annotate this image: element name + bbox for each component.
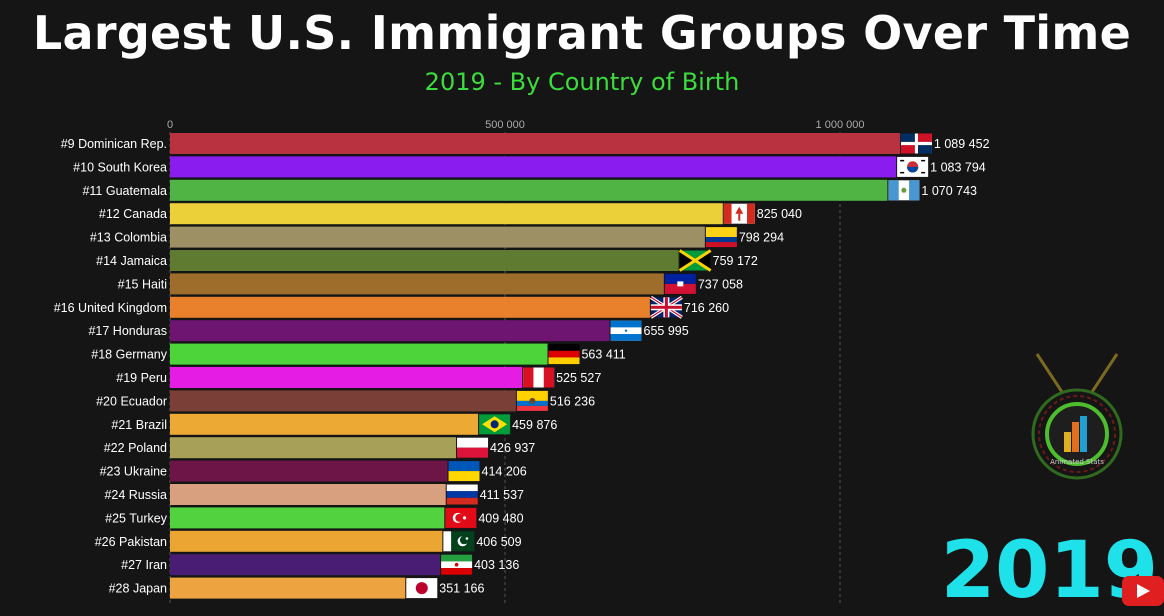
bar-category-label: #16 United Kingdom <box>54 301 167 315</box>
chart-title: Largest U.S. Immigrant Groups Over Time <box>32 6 1132 60</box>
poland-flag-icon <box>457 437 489 458</box>
bar-category-label: #14 Jamaica <box>96 254 167 268</box>
bar-value-label: 1 089 452 <box>934 137 990 151</box>
bar <box>170 577 406 599</box>
bar-category-label: #22 Poland <box>104 441 167 455</box>
bar-category-label: #27 Iran <box>121 558 167 572</box>
jamaica-flag-icon <box>678 249 712 272</box>
bar <box>170 367 523 388</box>
bar <box>170 203 723 225</box>
bar-value-label: 351 166 <box>439 582 484 596</box>
x-tick-label: 1 000 000 <box>816 119 865 131</box>
bar-category-label: #17 Honduras <box>88 324 167 338</box>
bar <box>170 530 443 552</box>
haiti-flag-icon <box>664 273 696 294</box>
bar <box>170 179 888 201</box>
ukraine-flag-icon <box>448 461 480 482</box>
bar-value-label: 759 172 <box>713 254 758 268</box>
bar <box>170 226 705 248</box>
bar <box>170 437 457 459</box>
bar <box>170 343 548 365</box>
bar-category-label: #25 Turkey <box>105 511 168 525</box>
russia-flag-icon <box>446 484 478 505</box>
bar-value-label: 403 136 <box>474 558 519 572</box>
bar-category-label: #24 Russia <box>104 488 167 502</box>
south-korea-flag-icon <box>897 156 929 177</box>
x-tick-label: 0 <box>167 119 173 131</box>
youtube-icon[interactable] <box>1122 576 1164 606</box>
bar-value-label: 655 995 <box>644 324 689 338</box>
bar-category-label: #19 Peru <box>116 371 167 385</box>
germany-flag-icon <box>548 344 580 365</box>
pakistan-flag-icon <box>443 531 475 552</box>
x-tick-label: 500 000 <box>485 119 525 131</box>
bar <box>170 413 479 435</box>
bar-value-label: 716 260 <box>684 301 729 315</box>
bar-category-label: #12 Canada <box>99 207 167 221</box>
bar-value-label: 426 937 <box>490 441 535 455</box>
guatemala-flag-icon <box>888 180 920 201</box>
dominican-republic-flag-icon <box>900 133 932 154</box>
bar <box>170 296 650 318</box>
bar-category-label: #20 Ecuador <box>96 394 167 408</box>
year-label: 2019 <box>940 526 1158 616</box>
bar-category-label: #28 Japan <box>109 582 167 596</box>
bar <box>170 460 448 482</box>
bar-value-label: 409 480 <box>478 511 523 525</box>
animated-stats-logo: Animated Stats <box>1031 353 1123 480</box>
bar-value-label: 1 070 743 <box>921 184 977 198</box>
bar <box>170 320 610 342</box>
bar-value-label: 525 527 <box>556 371 601 385</box>
bar <box>170 156 897 178</box>
bar <box>170 390 516 412</box>
bar-value-label: 563 411 <box>581 348 625 362</box>
bar-value-label: 737 058 <box>698 277 743 291</box>
japan-flag-icon <box>406 578 438 599</box>
bar <box>170 250 679 271</box>
bar <box>170 484 446 505</box>
bar <box>170 273 664 295</box>
bar-category-label: #15 Haiti <box>118 277 167 291</box>
turkey-flag-icon <box>445 507 477 528</box>
bar-value-label: 459 876 <box>512 418 557 432</box>
bar-value-label: 414 206 <box>482 465 527 479</box>
bar-value-label: 411 537 <box>480 488 524 502</box>
bar-category-label: #26 Pakistan <box>95 535 167 549</box>
honduras-flag-icon <box>610 320 642 341</box>
bar-category-label: #9 Dominican Rep. <box>61 137 167 151</box>
bar <box>170 507 445 529</box>
peru-flag-icon <box>523 367 555 388</box>
bar-value-label: 516 236 <box>550 394 595 408</box>
canada-flag-icon <box>723 203 755 224</box>
bar-category-label: #13 Colombia <box>90 231 167 245</box>
iran-flag-icon <box>441 554 473 575</box>
bar-value-label: 798 294 <box>739 231 784 245</box>
ecuador-flag-icon <box>516 390 548 411</box>
logo-text: Animated Stats <box>1050 458 1104 466</box>
colombia-flag-icon <box>705 227 737 248</box>
bar-category-label: #21 Brazil <box>111 418 167 432</box>
bar-value-label: 1 083 794 <box>930 160 986 174</box>
bar-value-label: 825 040 <box>757 207 802 221</box>
bar-category-label: #11 Guatemala <box>82 184 167 198</box>
bar-category-label: #10 South Korea <box>73 160 167 174</box>
bar <box>170 554 441 576</box>
bar-value-label: 406 509 <box>476 535 521 549</box>
united-kingdom-flag-icon <box>649 295 683 319</box>
brazil-flag-icon <box>479 414 511 435</box>
chart-subtitle: 2019 - By Country of Birth <box>424 68 740 96</box>
bar-category-label: #23 Ukraine <box>100 465 167 479</box>
bar <box>170 133 900 154</box>
bar-category-label: #18 Germany <box>91 348 167 362</box>
